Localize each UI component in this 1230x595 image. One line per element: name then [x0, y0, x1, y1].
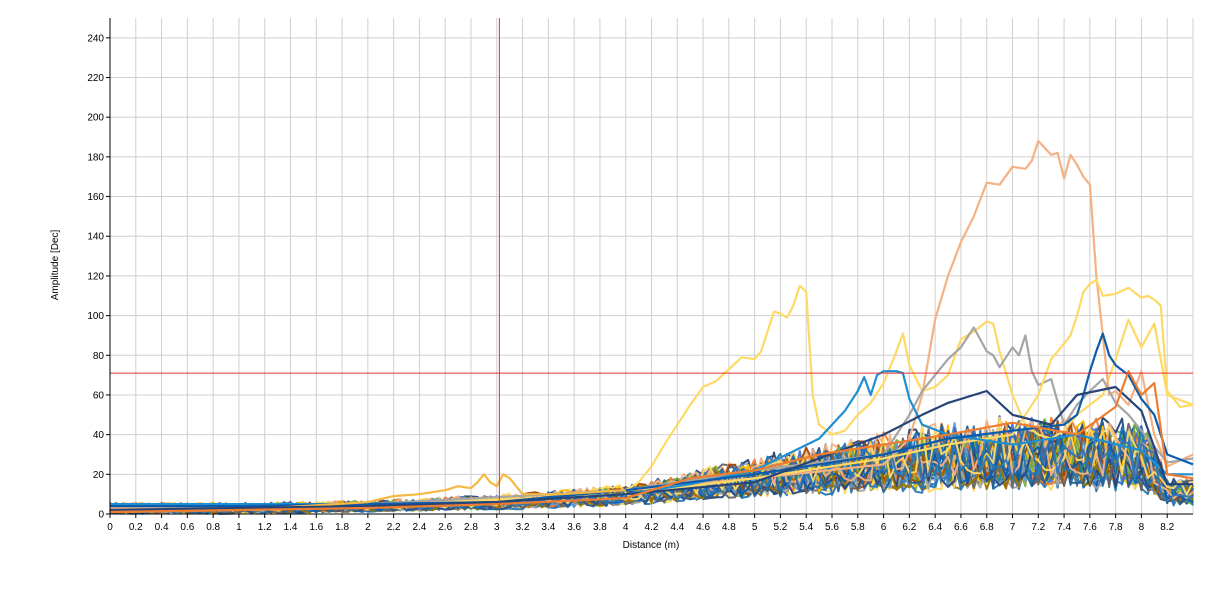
x-tick-label: 5.8	[851, 522, 865, 533]
x-tick-label: 4.2	[645, 522, 659, 533]
y-tick-label: 20	[93, 470, 105, 481]
x-tick-label: 0.2	[129, 522, 143, 533]
x-tick-label: 4.6	[696, 522, 710, 533]
y-tick-label: 80	[93, 351, 105, 362]
x-tick-label: 1.6	[309, 522, 323, 533]
x-tick-label: 8	[1139, 522, 1145, 533]
y-tick-label: 240	[87, 33, 104, 44]
x-tick-label: 5	[752, 522, 758, 533]
x-tick-label: 4.4	[670, 522, 684, 533]
x-tick-label: 3.4	[541, 522, 555, 533]
x-tick-label: 7.2	[1031, 522, 1045, 533]
series-line	[109, 370, 1194, 514]
x-tick-label: 2	[365, 522, 371, 533]
series-line	[109, 326, 1194, 512]
x-tick-label: 3.6	[567, 522, 581, 533]
x-tick-label: 8.2	[1160, 522, 1174, 533]
x-tick-label: 5.6	[825, 522, 839, 533]
x-tick-label: 1	[236, 522, 242, 533]
y-tick-label: 60	[93, 390, 105, 401]
y-tick-label: 120	[87, 271, 104, 282]
x-tick-label: 7.4	[1057, 522, 1071, 533]
x-tick-label: 6.2	[902, 522, 916, 533]
series-line	[110, 332, 1194, 508]
x-tick-label: 4	[623, 522, 629, 533]
y-tick-label: 140	[87, 232, 104, 243]
x-tick-label: 6.8	[980, 522, 994, 533]
x-axis-title: Distance (m)	[623, 540, 680, 551]
x-tick-label: 5.4	[799, 522, 813, 533]
x-tick-label: 0.8	[206, 522, 220, 533]
x-tick-label: 6.4	[928, 522, 942, 533]
x-tick-label: 2.4	[412, 522, 426, 533]
x-tick-label: 2.2	[387, 522, 401, 533]
series-line	[109, 278, 1194, 512]
x-tick-label: 6.6	[954, 522, 968, 533]
cursor-crosshair	[110, 18, 1193, 514]
series-line	[109, 139, 1194, 510]
x-tick-label: 2.8	[464, 522, 478, 533]
series-line	[109, 385, 1193, 512]
x-tick-label: 3.2	[516, 522, 530, 533]
x-tick-label: 0.6	[180, 522, 194, 533]
y-tick-label: 180	[87, 152, 104, 163]
series-line	[109, 284, 1194, 512]
x-tick-label: 3.8	[593, 522, 607, 533]
x-tick-label: 1.4	[284, 522, 298, 533]
y-tick-label: 100	[87, 311, 104, 322]
x-tick-label: 6	[881, 522, 887, 533]
x-tick-label: 1.2	[258, 522, 272, 533]
y-tick-label: 160	[87, 192, 104, 203]
x-tick-label: 7.6	[1083, 522, 1097, 533]
x-tick-label: 2.6	[438, 522, 452, 533]
x-tick-label: 3	[494, 522, 500, 533]
y-tick-label: 40	[93, 430, 105, 441]
x-tick-label: 7.8	[1109, 522, 1123, 533]
series-line	[109, 473, 626, 514]
series-traces	[109, 139, 1194, 514]
y-tick-label: 0	[98, 510, 104, 521]
x-tick-label: 1.8	[335, 522, 349, 533]
x-tick-label: 5.2	[773, 522, 787, 533]
y-axis-title: Amplitude [Dec]	[50, 229, 61, 300]
x-tick-label: 0.4	[155, 522, 169, 533]
y-tick-label: 220	[87, 73, 104, 84]
x-tick-label: 0	[107, 522, 113, 533]
axes: 0 0.2 0.4 0.6 0.8 1 1.2 1.4 1.6 1.8 2 2.2 2.4 2.6 2.8 3…	[87, 18, 1193, 533]
x-tick-label: 7	[1010, 522, 1016, 533]
x-tick-label: 4.8	[722, 522, 736, 533]
y-tick-label: 200	[87, 113, 104, 124]
